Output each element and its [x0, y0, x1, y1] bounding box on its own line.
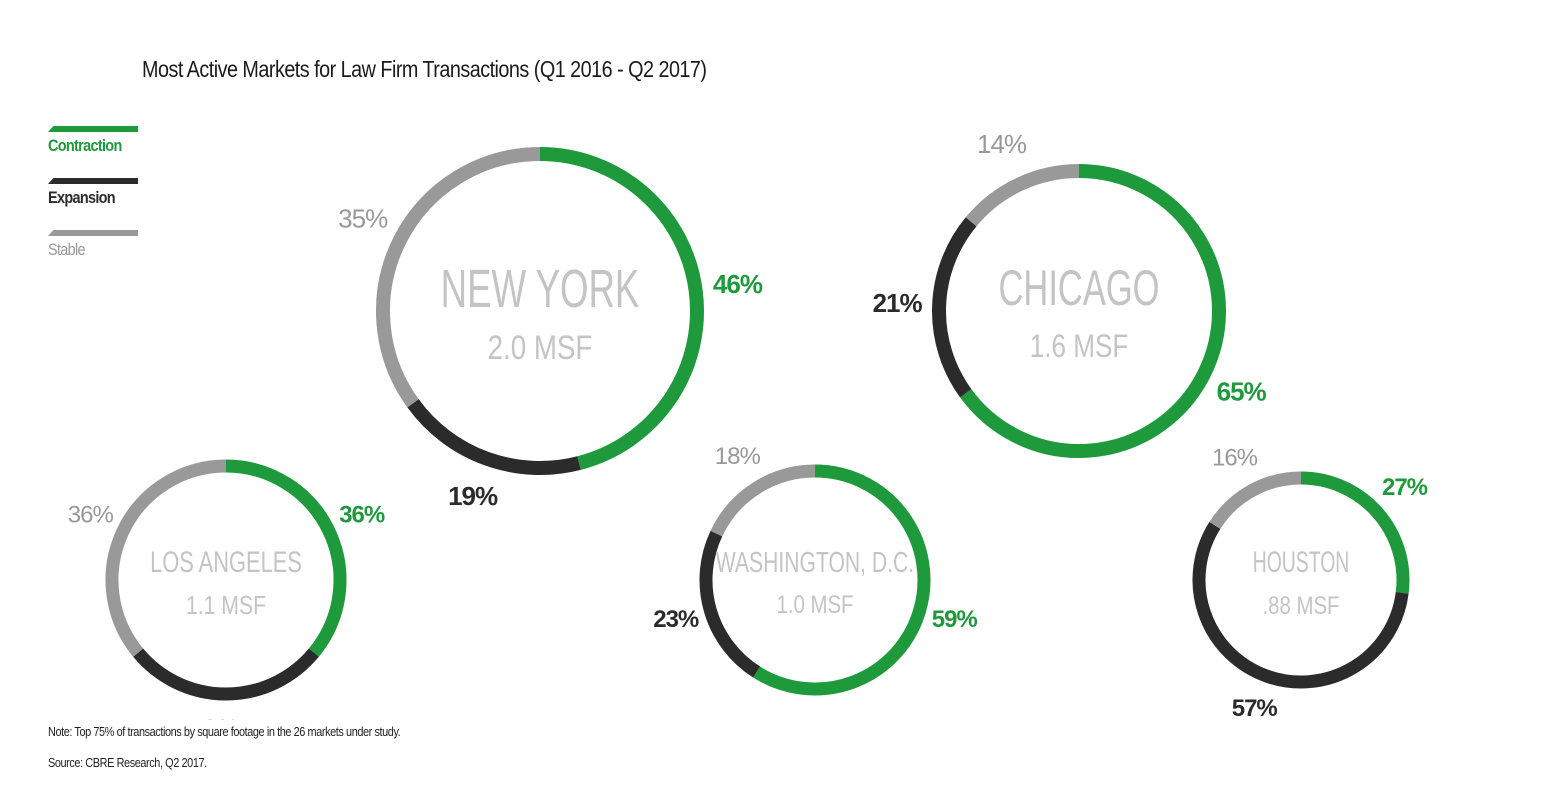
- donut-center-size-los-angeles: 1.1 MSF: [186, 590, 266, 620]
- legend-swatch-stable: [48, 230, 138, 236]
- donut-slice-new-york-stable: [376, 147, 541, 408]
- donut-center-size-chicago: 1.6 MSF: [1030, 328, 1129, 364]
- chart-title: Most Active Markets for Law Firm Transac…: [142, 56, 707, 82]
- donut-label-houston-stable: 16%: [1212, 444, 1258, 471]
- donut-center-size-houston: .88 MSF: [1263, 592, 1340, 620]
- donut-center-name-los-angeles: LOS ANGELES: [150, 546, 302, 579]
- chart-note: Note: Top 75% of transactions by square …: [48, 724, 401, 739]
- donut-label-new-york-contraction: 46%: [713, 269, 763, 299]
- donut-label-los-angeles-stable: 36%: [68, 501, 114, 528]
- donut-chicago: 65% 21% 14% CHICAGO 1.6 MSF: [873, 129, 1268, 458]
- donut-label-houston-expansion: 57%: [1232, 695, 1278, 720]
- donut-slice-los-angeles-contraction: [225, 459, 347, 657]
- legend-label-stable: Stable: [48, 240, 86, 259]
- donut-slice-chicago-stable: [965, 164, 1080, 227]
- donut-center-name-houston: HOUSTON: [1253, 546, 1350, 579]
- donut-slice-washington-d-c-expansion: [699, 530, 761, 678]
- donut-label-chicago-contraction: 65%: [1217, 377, 1267, 407]
- donut-label-washington-d-c-stable: 18%: [715, 443, 761, 470]
- legend-label-expansion: Expansion: [48, 188, 116, 207]
- donut-label-houston-contraction: 27%: [1382, 474, 1428, 501]
- chart-source: Source: CBRE Research, Q2 2017.: [48, 755, 207, 770]
- donut-center-size-new-york: 2.0 MSF: [488, 329, 593, 367]
- donut-label-washington-d-c-expansion: 23%: [653, 606, 699, 633]
- donut-label-new-york-expansion: 19%: [448, 481, 498, 511]
- donut-label-chicago-expansion: 21%: [873, 288, 923, 318]
- donut-slice-chicago-expansion: [932, 217, 977, 398]
- donut-slice-houston-expansion: [1192, 521, 1409, 689]
- donut-los-angeles: 36% 28% 36% LOS ANGELES 1.1 MSF: [68, 459, 386, 720]
- donut-washington-d-c: 59% 23% 18% WASHINGTON, D.C. 1.0 MSF: [653, 443, 978, 696]
- donut-center-name-washington-d-c: WASHINGTON, D.C.: [716, 547, 914, 579]
- donut-slice-chicago-contraction: [960, 164, 1226, 458]
- donut-center-name-chicago: CHICAGO: [999, 260, 1160, 316]
- legend-label-contraction: Contraction: [48, 136, 122, 155]
- donut-label-los-angeles-contraction: 36%: [339, 501, 385, 528]
- donut-slice-los-angeles-stable: [105, 459, 227, 657]
- donut-slice-houston-contraction: [1300, 471, 1410, 594]
- donut-center-size-washington-d-c: 1.0 MSF: [777, 591, 854, 619]
- donut-houston: 27% 57% 16% HOUSTON .88 MSF: [1192, 444, 1429, 720]
- donut-slice-new-york-contraction: [539, 147, 704, 470]
- donut-slice-washington-d-c-stable: [710, 464, 816, 537]
- donut-slice-washington-d-c-contraction: [753, 464, 931, 696]
- legend-swatch-contraction: [48, 126, 138, 132]
- donut-new-york: 46% 19% 35% NEW YORK 2.0 MSF: [338, 147, 764, 511]
- donut-label-los-angeles-expansion: 28%: [203, 715, 249, 720]
- donut-label-new-york-stable: 35%: [338, 204, 388, 234]
- donut-slice-los-angeles-expansion: [133, 648, 319, 701]
- donut-slice-houston-stable: [1209, 471, 1302, 529]
- donut-label-washington-d-c-contraction: 59%: [932, 606, 978, 633]
- donut-slice-new-york-expansion: [407, 399, 581, 475]
- donut-center-name-new-york: NEW YORK: [441, 259, 640, 319]
- legend-swatch-expansion: [48, 178, 138, 184]
- donut-chart-area: 46% 19% 35% NEW YORK 2.0 MSF 65% 21% 14% CHICAGO…: [68, 129, 1429, 720]
- donut-label-chicago-stable: 14%: [977, 129, 1027, 159]
